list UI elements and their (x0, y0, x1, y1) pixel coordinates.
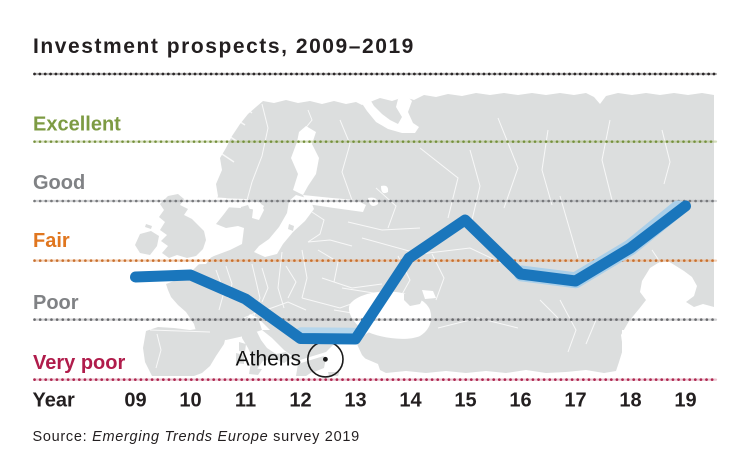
svg-text:18: 18 (619, 390, 641, 412)
svg-text:12: 12 (289, 390, 311, 412)
svg-text:Year: Year (33, 390, 75, 412)
svg-text:15: 15 (454, 390, 476, 412)
svg-text:Poor: Poor (33, 292, 79, 314)
svg-text:Source: Emerging Trends Europe: Source: Emerging Trends Europe survey 20… (33, 429, 360, 445)
svg-text:Good: Good (33, 172, 85, 194)
svg-text:Athens: Athens (236, 348, 301, 371)
svg-text:Investment prospects, 2009–201: Investment prospects, 2009–2019 (33, 35, 415, 58)
svg-text:14: 14 (399, 390, 422, 412)
svg-text:16: 16 (509, 390, 531, 412)
svg-text:Very poor: Very poor (33, 352, 125, 374)
svg-text:19: 19 (674, 390, 696, 412)
svg-text:17: 17 (564, 390, 586, 412)
svg-text:11: 11 (235, 390, 256, 412)
svg-text:13: 13 (344, 390, 366, 412)
svg-text:10: 10 (179, 390, 201, 412)
svg-text:09: 09 (124, 390, 146, 412)
svg-text:Excellent: Excellent (33, 113, 121, 135)
svg-text:Fair: Fair (33, 230, 70, 252)
